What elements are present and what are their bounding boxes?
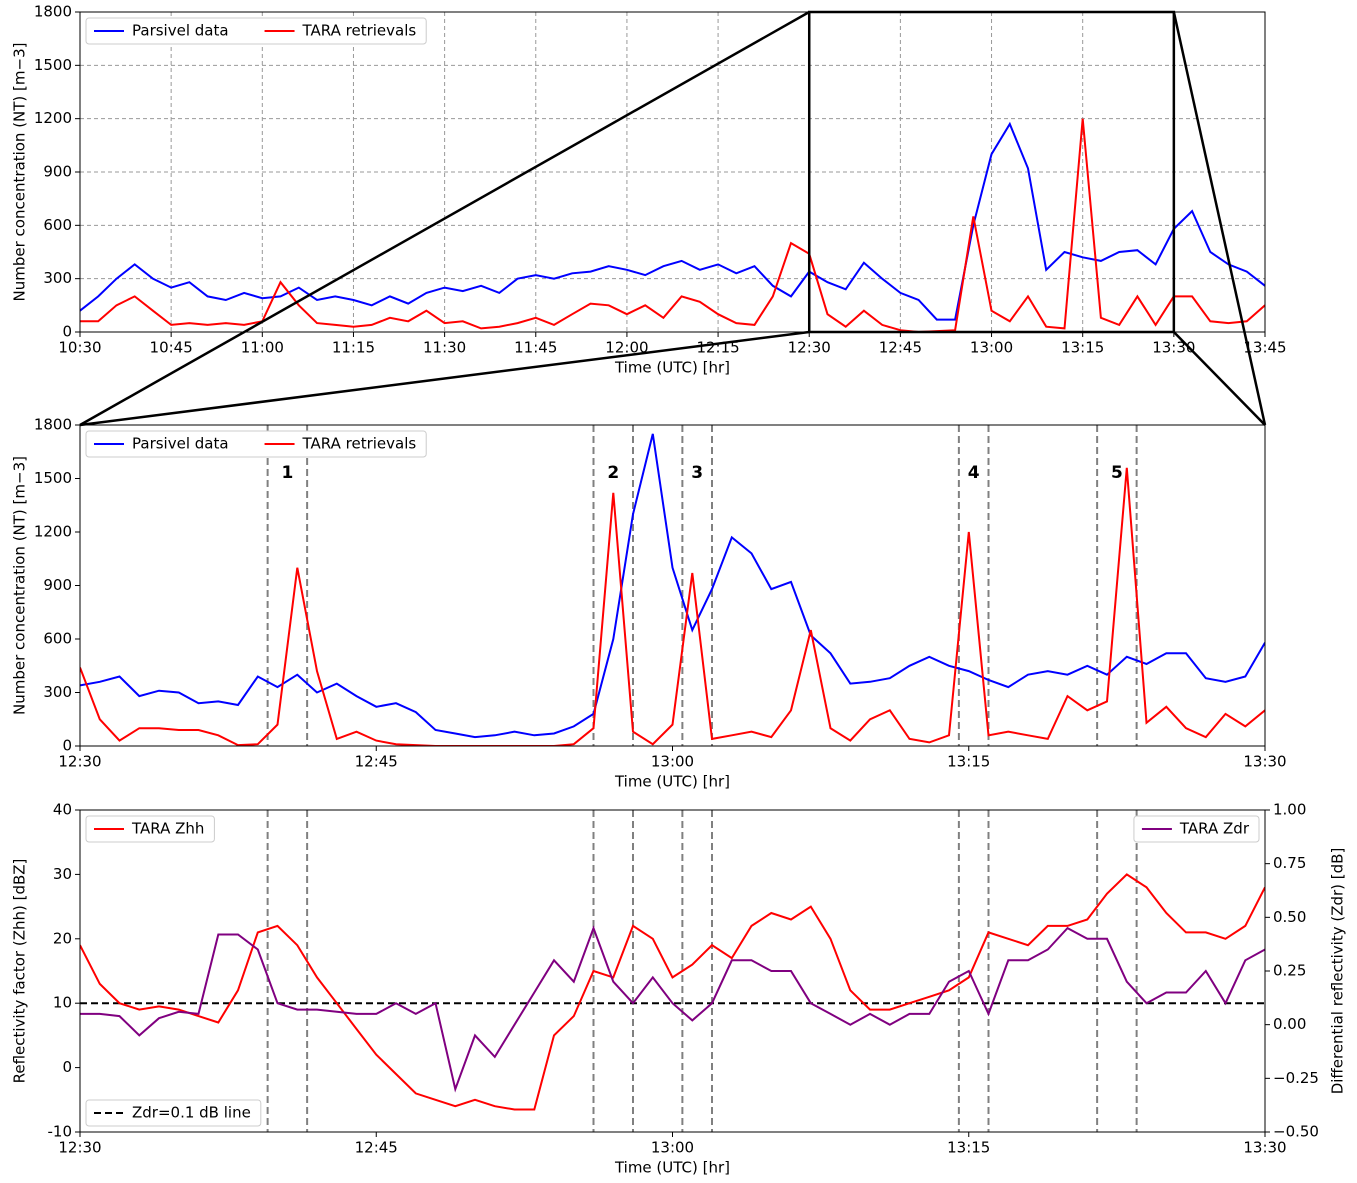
- x-tick-label: 12:45: [355, 753, 398, 771]
- y-tick-label: 1800: [34, 416, 72, 434]
- legend-label: Parsivel data: [132, 435, 229, 453]
- legend-box: [85, 1099, 262, 1127]
- event-label: 1: [281, 463, 293, 483]
- legend-label: Zdr=0.1 dB line: [132, 1104, 251, 1122]
- y2-tick-label: 0.75: [1273, 854, 1306, 872]
- y-tick-label: 1500: [34, 469, 72, 487]
- y-tick-label: 300: [43, 683, 72, 701]
- x-tick-label: 12:30: [58, 1139, 101, 1157]
- zoom-connector: [1172, 331, 1266, 426]
- y-tick-label: 30: [53, 865, 72, 883]
- y-tick-label: 1200: [34, 523, 72, 541]
- legend: TARA Zhh: [85, 815, 215, 843]
- legend-label: TARA retrievals: [302, 435, 417, 453]
- zoom-box: [807, 10, 1176, 334]
- y-tick-label: 300: [43, 269, 72, 287]
- legend-box: [85, 815, 215, 843]
- x-tick-label: 13:15: [1061, 339, 1104, 357]
- x-tick-label: 13:00: [651, 753, 694, 771]
- x-tick-label: 13:30: [1243, 753, 1286, 771]
- y-axis-label: Number concentration (NT) [m−3]: [11, 456, 29, 715]
- x-tick-label: 11:00: [241, 339, 284, 357]
- x-tick-label: 10:45: [150, 339, 193, 357]
- y2-tick-label: 0.00: [1273, 1015, 1306, 1033]
- legend-label: TARA retrievals: [302, 22, 417, 40]
- series-line: [80, 118, 1265, 332]
- zoom-connector: [79, 10, 810, 427]
- y-tick-label: 900: [43, 576, 72, 594]
- y2-axis-label: Differential reflectivity (Zdr) [dB]: [1329, 848, 1347, 1095]
- y-tick-label: 1800: [34, 3, 72, 21]
- y2-tick-label: −0.25: [1273, 1069, 1319, 1087]
- x-tick-label: 13:30: [1243, 1139, 1286, 1157]
- y-tick-label: 600: [43, 630, 72, 648]
- series-line: [80, 925, 1265, 1093]
- event-label: 2: [607, 463, 619, 483]
- y-tick-label: 600: [43, 216, 72, 234]
- series-line: [80, 121, 1265, 321]
- x-tick-label: 13:15: [947, 753, 990, 771]
- legend-label: Parsivel data: [132, 22, 229, 40]
- y2-tick-label: 1.00: [1273, 801, 1306, 819]
- event-label: 5: [1111, 463, 1123, 483]
- y-tick-label: 40: [53, 801, 72, 819]
- y-tick-label: 1500: [34, 56, 72, 74]
- legend-box: [85, 430, 427, 458]
- x-tick-label: 11:15: [332, 339, 375, 357]
- x-axis-label: Time (UTC) [hr]: [614, 1159, 730, 1177]
- plot-frame: [79, 809, 1266, 1133]
- legend-label: TARA Zdr: [1179, 820, 1250, 838]
- x-axis-label: Time (UTC) [hr]: [614, 773, 730, 791]
- y-axis-label: Number concentration (NT) [m−3]: [11, 43, 29, 302]
- y-tick-label: 0: [62, 323, 72, 341]
- legend: Parsivel data TARA retrievals: [85, 17, 427, 45]
- y-tick-label: 900: [43, 163, 72, 181]
- y2-tick-label: 0.50: [1273, 908, 1306, 926]
- y2-tick-label: 0.25: [1273, 962, 1306, 980]
- x-tick-label: 12:30: [788, 339, 831, 357]
- legend: Parsivel data TARA retrievals: [85, 430, 427, 458]
- x-tick-label: 13:00: [651, 1139, 694, 1157]
- x-tick-label: 12:00: [605, 339, 648, 357]
- y-tick-label: 0: [62, 737, 72, 755]
- legend-box: [1133, 815, 1260, 843]
- y2-tick-label: −0.50: [1273, 1123, 1319, 1141]
- x-tick-label: 11:45: [514, 339, 557, 357]
- series-line: [80, 467, 1265, 746]
- x-tick-label: 12:30: [58, 753, 101, 771]
- x-tick-label: 10:30: [58, 339, 101, 357]
- zoom-connector: [1172, 11, 1267, 426]
- legend-label: TARA Zhh: [131, 820, 204, 838]
- y-tick-label: -10: [48, 1123, 73, 1141]
- series-line: [80, 873, 1265, 1111]
- series-line: [80, 433, 1265, 739]
- x-tick-label: 11:30: [423, 339, 466, 357]
- event-label: 3: [691, 463, 703, 483]
- x-tick-label: 12:45: [879, 339, 922, 357]
- y-tick-label: 0: [62, 1058, 72, 1076]
- legend: TARA Zdr: [1133, 815, 1260, 843]
- plot-frame: [79, 424, 1266, 747]
- zoom-connector: [79, 330, 810, 427]
- event-label: 4: [968, 463, 980, 483]
- x-tick-label: 13:15: [947, 1139, 990, 1157]
- x-axis-label: Time (UTC) [hr]: [614, 359, 730, 377]
- x-tick-label: 12:45: [355, 1139, 398, 1157]
- x-tick-label: 13:45: [1243, 339, 1286, 357]
- plot-frame: [79, 11, 1266, 333]
- y-axis-label: Reflectivity factor (Zhh) [dBZ]: [11, 859, 29, 1084]
- y-tick-label: 1200: [34, 109, 72, 127]
- y-tick-label: 10: [53, 994, 72, 1012]
- x-tick-label: 13:00: [970, 339, 1013, 357]
- legend: Zdr=0.1 dB line: [85, 1099, 262, 1127]
- y-tick-label: 20: [53, 929, 72, 947]
- legend-box: [85, 17, 427, 45]
